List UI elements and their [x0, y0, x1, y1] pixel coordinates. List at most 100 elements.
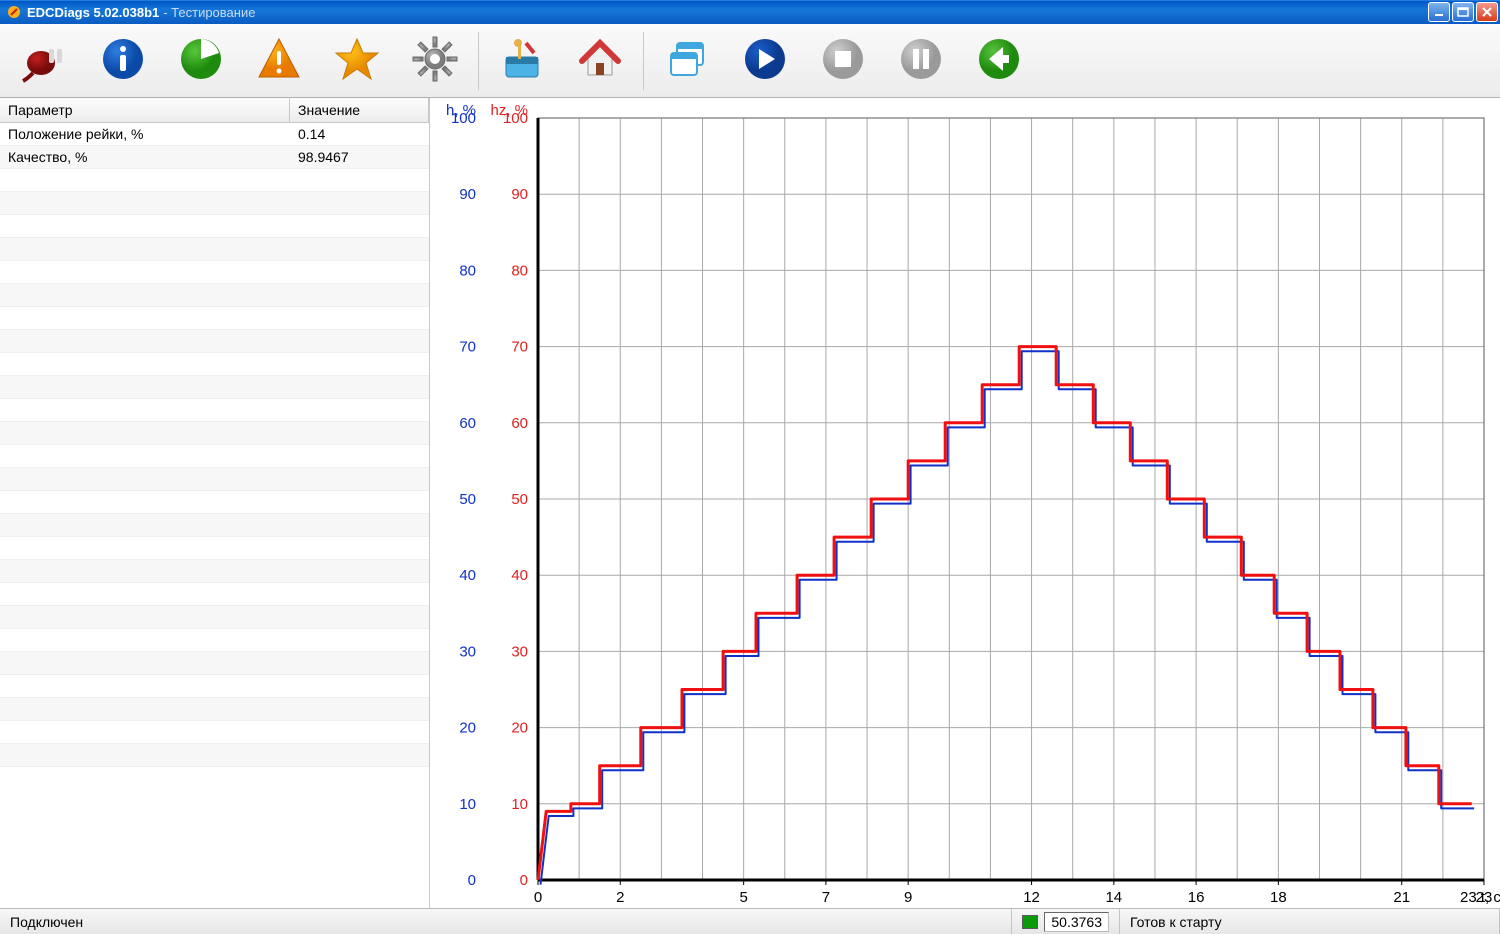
table-row[interactable]: Качество, %98.9467 [0, 146, 429, 169]
pie-button[interactable] [162, 28, 240, 94]
back-button[interactable] [960, 28, 1038, 94]
svg-text:50: 50 [511, 491, 528, 508]
svg-text:70: 70 [459, 339, 476, 356]
table-row [0, 215, 429, 238]
table-row [0, 606, 429, 629]
home-button[interactable] [561, 28, 639, 94]
svg-text:40: 40 [511, 567, 528, 584]
svg-text:9: 9 [904, 889, 912, 906]
svg-text:30: 30 [459, 643, 476, 660]
cell-param: Положение рейки, % [0, 123, 290, 145]
back-icon [975, 35, 1023, 86]
svg-text:0: 0 [520, 872, 528, 889]
warning-button[interactable] [240, 28, 318, 94]
col-header-value[interactable]: Значение [290, 98, 429, 122]
stop-button[interactable] [804, 28, 882, 94]
svg-text:40: 40 [459, 567, 476, 584]
status-indicator-cell: 50.3763 [1012, 909, 1120, 934]
table-row [0, 629, 429, 652]
svg-text:23 t, с: 23 t, с [1460, 889, 1500, 906]
table-row [0, 698, 429, 721]
svg-text:80: 80 [511, 262, 528, 279]
svg-text:18: 18 [1270, 889, 1287, 906]
svg-text:2: 2 [616, 889, 624, 906]
svg-text:0: 0 [468, 872, 476, 889]
play-icon [741, 35, 789, 86]
table-row [0, 721, 429, 744]
windows-icon [663, 35, 711, 86]
svg-text:0: 0 [534, 889, 542, 906]
svg-text:5: 5 [739, 889, 747, 906]
table-row [0, 445, 429, 468]
table-row [0, 399, 429, 422]
grid-header: Параметр Значение [0, 98, 429, 123]
maximize-button[interactable] [1452, 2, 1474, 22]
info-button[interactable] [84, 28, 162, 94]
table-row [0, 353, 429, 376]
status-bar: Подключен 50.3763 Готов к старту [0, 908, 1500, 934]
table-row [0, 192, 429, 215]
table-row [0, 376, 429, 399]
plug-icon [21, 35, 69, 86]
chart-area: 0102030405060708090100h, %01020304050607… [430, 98, 1500, 908]
tools-button[interactable] [483, 28, 561, 94]
toolbar [0, 24, 1500, 98]
table-row [0, 675, 429, 698]
warning-icon [255, 35, 303, 86]
settings-button[interactable] [396, 28, 474, 94]
table-row [0, 652, 429, 675]
svg-text:90: 90 [459, 186, 476, 203]
stop-icon [819, 35, 867, 86]
table-row [0, 583, 429, 606]
toolbar-separator [478, 32, 479, 90]
table-row [0, 284, 429, 307]
cell-value: 0.14 [290, 123, 429, 145]
minimize-button[interactable] [1428, 2, 1450, 22]
grid-body: Положение рейки, %0.14Качество, %98.9467 [0, 123, 429, 908]
chart: 0102030405060708090100h, %01020304050607… [430, 98, 1500, 908]
pause-button[interactable] [882, 28, 960, 94]
col-header-param[interactable]: Параметр [0, 98, 290, 122]
table-row [0, 491, 429, 514]
status-indicator-icon [1022, 915, 1038, 929]
favorite-button[interactable] [318, 28, 396, 94]
table-row [0, 169, 429, 192]
cell-value: 98.9467 [290, 146, 429, 168]
table-row [0, 307, 429, 330]
close-button[interactable] [1476, 2, 1498, 22]
svg-text:60: 60 [511, 415, 528, 432]
table-row [0, 514, 429, 537]
pause-icon [897, 35, 945, 86]
svg-text:21: 21 [1393, 889, 1410, 906]
title-bar: EDCDiags 5.02.038b1 - Тестирование [0, 0, 1500, 24]
table-row [0, 560, 429, 583]
pie-icon [177, 35, 225, 86]
table-row [0, 537, 429, 560]
svg-text:h, %: h, % [446, 102, 476, 119]
svg-text:60: 60 [459, 415, 476, 432]
svg-text:30: 30 [511, 643, 528, 660]
gear-icon [411, 35, 459, 86]
svg-text:20: 20 [511, 720, 528, 737]
table-row [0, 468, 429, 491]
parameter-panel: Параметр Значение Положение рейки, %0.14… [0, 98, 430, 908]
table-row[interactable]: Положение рейки, %0.14 [0, 123, 429, 146]
window-title-mode: - Тестирование [163, 5, 255, 20]
svg-text:70: 70 [511, 339, 528, 356]
table-row [0, 330, 429, 353]
table-row [0, 261, 429, 284]
star-icon [333, 35, 381, 86]
svg-text:hz, %: hz, % [490, 102, 528, 119]
svg-text:10: 10 [511, 796, 528, 813]
svg-text:14: 14 [1105, 889, 1122, 906]
windows-button[interactable] [648, 28, 726, 94]
connect-button[interactable] [6, 28, 84, 94]
play-button[interactable] [726, 28, 804, 94]
svg-text:90: 90 [511, 186, 528, 203]
svg-text:80: 80 [459, 262, 476, 279]
cell-param: Качество, % [0, 146, 290, 168]
window-title-app: EDCDiags 5.02.038b1 [27, 5, 159, 20]
table-row [0, 238, 429, 261]
toolbox-icon [498, 35, 546, 86]
info-icon [99, 35, 147, 86]
